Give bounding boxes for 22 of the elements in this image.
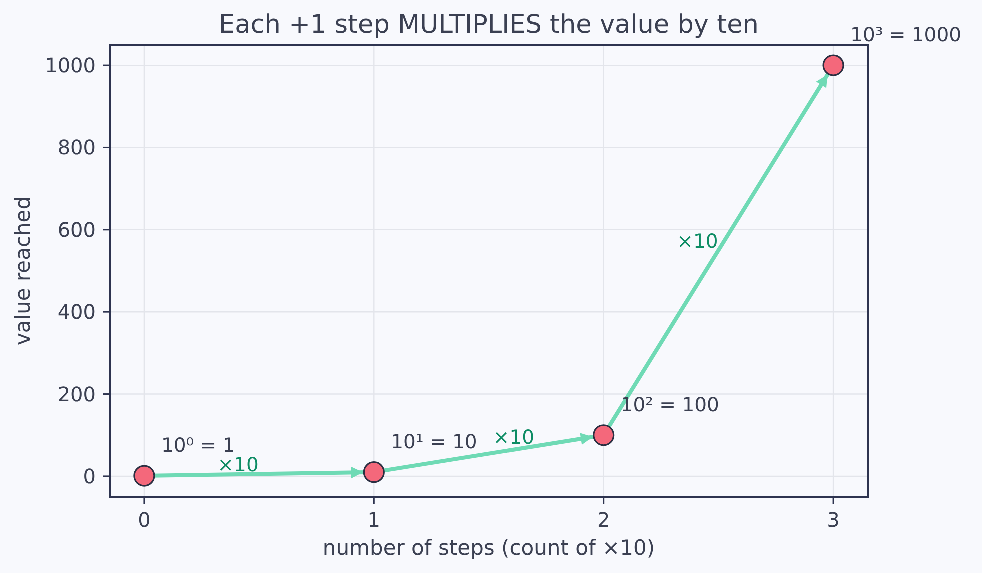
data-label: 10¹ = 10 [391, 430, 478, 454]
x-tick-label: 2 [597, 508, 610, 532]
annotation: ×10 [677, 230, 718, 253]
x-tick-label: 0 [138, 508, 151, 532]
chart-title: Each +1 step MULTIPLIES the value by ten [219, 10, 759, 40]
x-axis-title: number of steps (count of ×10) [322, 536, 656, 560]
y-tick-label: 0 [83, 464, 96, 488]
y-tick-label: 1000 [45, 54, 96, 78]
data-label: 10³ = 1000 [850, 24, 962, 47]
y-tick-label: 800 [58, 136, 96, 160]
annotation: ×10 [493, 426, 535, 449]
point [593, 424, 615, 446]
y-tick-label: 600 [58, 218, 96, 242]
point [363, 462, 385, 484]
x-tick-label: 1 [368, 508, 381, 532]
y-tick-label: 400 [58, 300, 96, 324]
x-tick-label: 3 [827, 508, 840, 532]
data-label: 10² = 100 [620, 393, 720, 416]
y-tick-label: 200 [58, 382, 96, 406]
point [822, 54, 844, 76]
point [134, 465, 156, 487]
y-axis-title: value reached [11, 196, 35, 346]
